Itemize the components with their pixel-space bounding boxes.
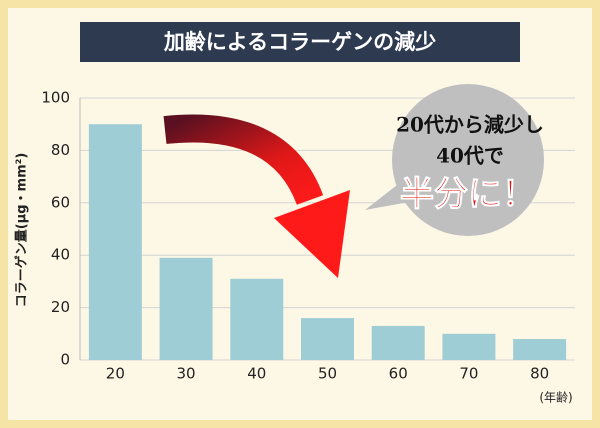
annotation: 20代から減少し — [396, 113, 544, 137]
x-tick-label: 20 — [106, 365, 125, 383]
bar — [301, 318, 354, 360]
x-tick-label: 30 — [177, 365, 196, 383]
y-tick-label: 0 — [60, 351, 70, 369]
bar — [159, 257, 213, 360]
y-tick-label: 40 — [51, 246, 70, 264]
bar — [371, 325, 425, 360]
bar — [513, 339, 567, 360]
annotation: 40代で — [436, 144, 504, 168]
x-tick-label: 50 — [318, 365, 337, 383]
arrow-head — [274, 190, 350, 278]
x-tick-label: 70 — [459, 365, 478, 383]
x-unit-label: (年齢) — [539, 390, 572, 405]
y-tick-label: 100 — [41, 89, 70, 107]
bar — [88, 124, 142, 360]
y-tick-label: 80 — [51, 141, 70, 159]
bar — [230, 278, 284, 360]
x-tick-label: 80 — [530, 365, 549, 383]
bubble — [392, 84, 544, 236]
overlay: 20代から減少し 40代で 半分に！ — [163, 84, 544, 278]
plot: 0 20 40 60 80 100 20 30 40 50 60 70 80 — [41, 89, 575, 383]
annotation-emphasis: 半分に！ — [400, 175, 536, 215]
bar — [442, 333, 496, 360]
title-box — [80, 22, 520, 62]
y-tick-label: 60 — [51, 193, 70, 211]
y-tick-label: 20 — [51, 298, 70, 316]
x-tick-label: 60 — [389, 365, 408, 383]
arrow-body — [163, 114, 324, 206]
chart-title: 加齢によるコラーゲンの減少 — [163, 30, 436, 54]
y-axis-label: コラーゲン量(μg・mm²) — [14, 153, 30, 308]
x-tick-label: 40 — [247, 365, 266, 383]
